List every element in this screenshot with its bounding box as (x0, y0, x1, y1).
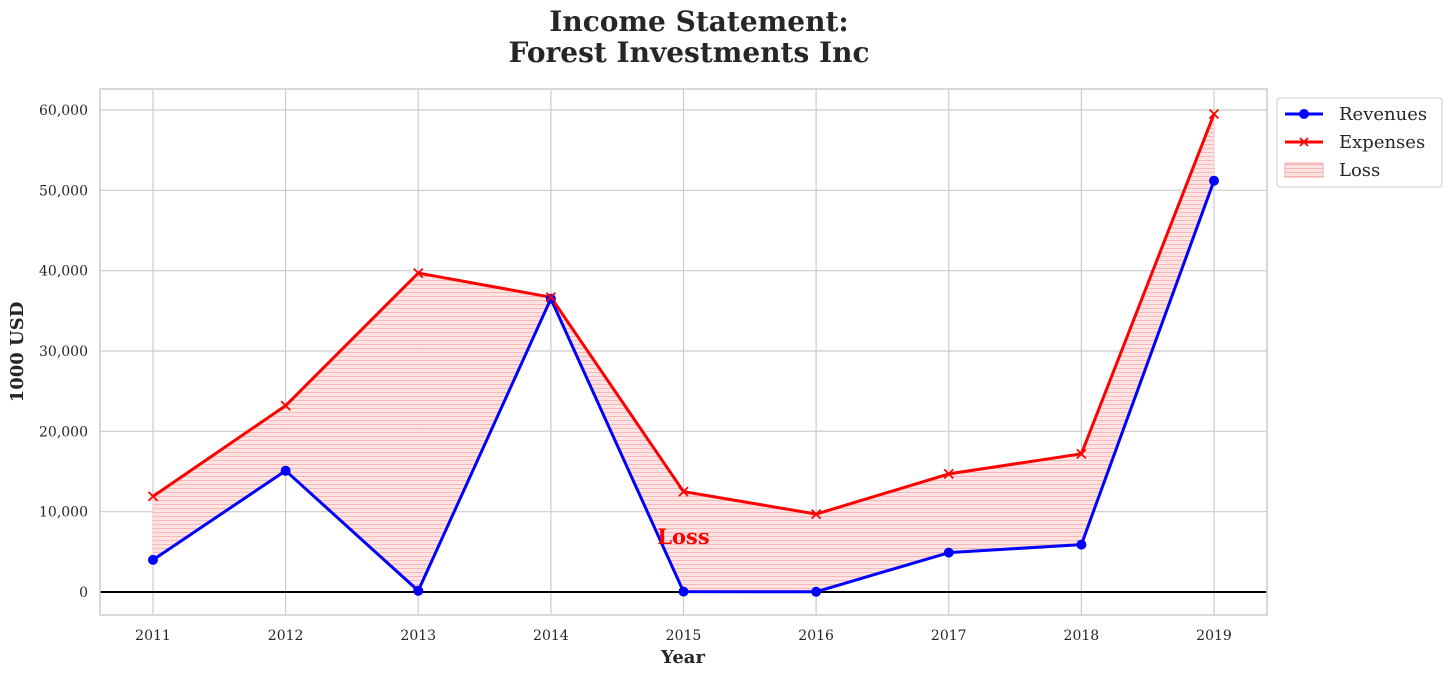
x-tick-label: 2011 (135, 628, 171, 644)
y-tick-label: 40,000 (39, 264, 88, 280)
revenues-point (148, 554, 158, 565)
legend-item-expenses: Expenses (1285, 132, 1425, 153)
y-axis-ticks: 0 10,000 20,000 30,000 40,000 50,000 60,000 (39, 103, 88, 601)
revenues-point (280, 465, 291, 476)
legend-label: Loss (1339, 160, 1380, 181)
x-tick-label: 2013 (400, 628, 436, 644)
y-tick-label: 60,000 (39, 103, 88, 119)
legend-marker (1299, 137, 1309, 147)
loss-annotation: Loss (657, 524, 709, 549)
y-tick-label: 50,000 (39, 183, 88, 199)
expenses-point (1208, 108, 1220, 120)
expenses-point (280, 400, 291, 411)
expenses-point (545, 292, 557, 303)
expenses-point (147, 491, 159, 502)
legend: Revenues Expenses Loss (1276, 97, 1443, 188)
y-axis-label: 1000 USD (7, 302, 28, 403)
series-markers (147, 108, 1220, 597)
y-tick-label: 30,000 (39, 344, 88, 360)
y-tick-label: 20,000 (39, 424, 88, 440)
legend-item-loss: Loss (1284, 160, 1380, 181)
legend-label: Revenues (1339, 104, 1427, 125)
legend-swatch (1284, 162, 1324, 178)
expenses-point (413, 267, 424, 279)
expenses-point (943, 468, 954, 480)
loss-fill-area (153, 114, 1214, 592)
x-tick-label: 2015 (666, 628, 702, 644)
legend-marker (1299, 109, 1309, 119)
x-tick-label: 2014 (533, 628, 569, 644)
chart-title: Income Statement: (549, 5, 848, 38)
x-axis-ticks: 2011 2012 2013 2014 2015 2016 2017 2018 2019 (135, 628, 1232, 644)
plot-area-frame (99, 88, 1268, 616)
chart-subtitle: Forest Investments Inc (508, 36, 869, 69)
revenues-point (811, 586, 822, 597)
y-tick-label: 0 (79, 585, 88, 601)
x-tick-label: 2018 (1064, 628, 1100, 644)
x-tick-label: 2019 (1196, 628, 1232, 644)
legend-item-revenues: Revenues (1285, 104, 1427, 125)
x-axis-label: Year (660, 647, 705, 668)
expenses-point (1076, 448, 1087, 459)
y-tick-label: 10,000 (39, 505, 88, 521)
x-tick-label: 2012 (268, 628, 304, 644)
expenses-point (810, 508, 822, 520)
expenses-point (678, 486, 689, 497)
x-tick-label: 2017 (931, 628, 967, 644)
legend-label: Expenses (1339, 132, 1425, 153)
loss-fill-path (153, 114, 1214, 592)
revenues-point (1209, 175, 1219, 186)
revenues-point (943, 547, 954, 558)
x-tick-label: 2016 (798, 628, 834, 644)
revenues-point (545, 293, 556, 304)
revenues-point (1076, 539, 1087, 550)
revenues-point (678, 586, 689, 597)
revenues-point (413, 585, 424, 596)
